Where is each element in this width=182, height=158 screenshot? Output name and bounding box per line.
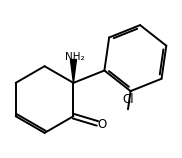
Polygon shape xyxy=(70,60,76,83)
Text: NH₂: NH₂ xyxy=(65,52,85,62)
Text: Cl: Cl xyxy=(122,93,134,106)
Text: O: O xyxy=(97,118,106,131)
